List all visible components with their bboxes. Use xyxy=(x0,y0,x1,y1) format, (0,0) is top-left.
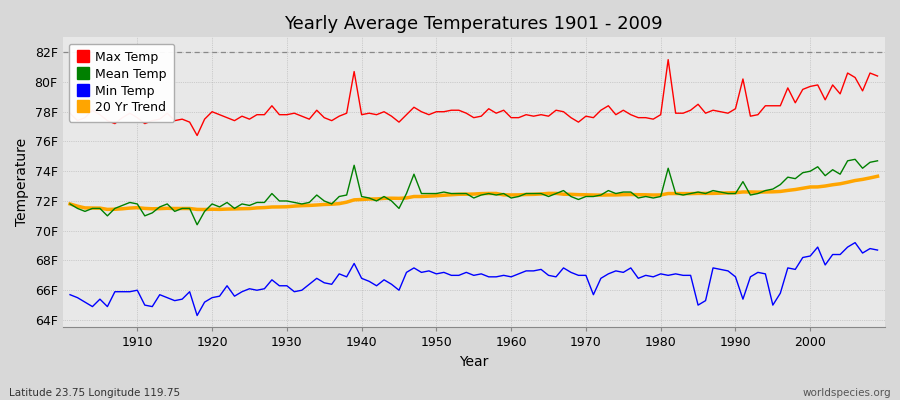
Title: Yearly Average Temperatures 1901 - 2009: Yearly Average Temperatures 1901 - 2009 xyxy=(284,15,663,33)
Text: Latitude 23.75 Longitude 119.75: Latitude 23.75 Longitude 119.75 xyxy=(9,388,180,398)
Legend: Max Temp, Mean Temp, Min Temp, 20 Yr Trend: Max Temp, Mean Temp, Min Temp, 20 Yr Tre… xyxy=(68,44,174,122)
Y-axis label: Temperature: Temperature xyxy=(15,138,29,226)
Text: worldspecies.org: worldspecies.org xyxy=(803,388,891,398)
X-axis label: Year: Year xyxy=(459,355,489,369)
